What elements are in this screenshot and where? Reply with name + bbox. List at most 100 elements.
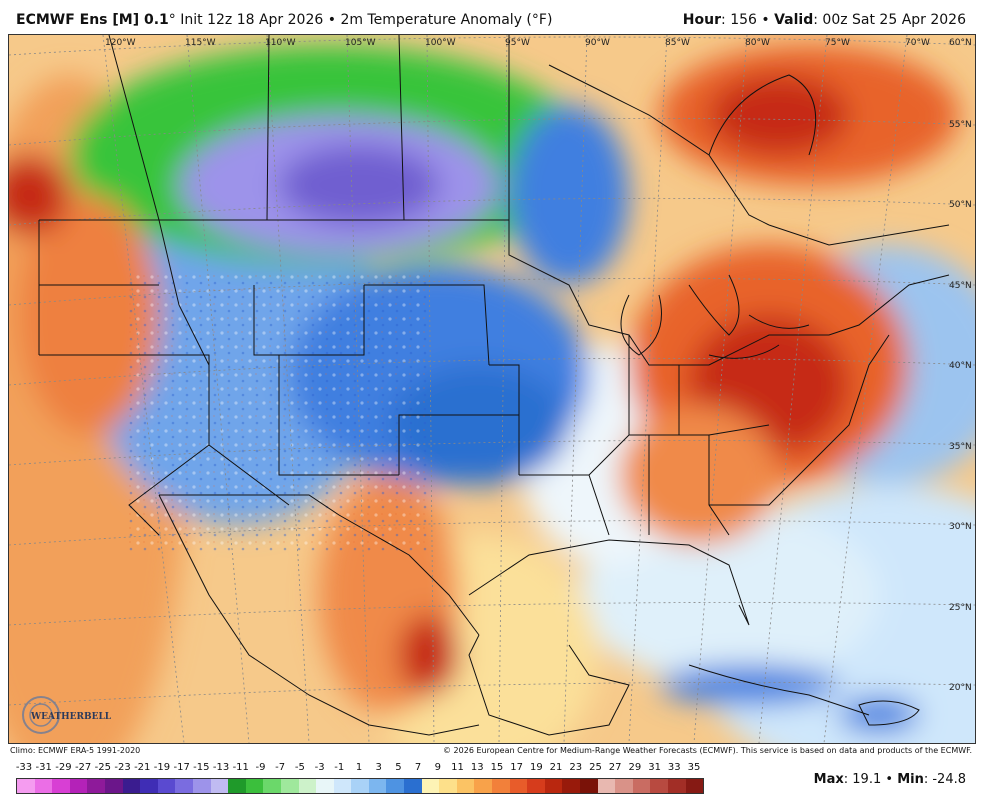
legend-tick: 29 (628, 762, 642, 773)
lon-label: 85°W (665, 38, 690, 48)
color-legend: -33 -31 -29 -27 -25 -23 -21 -19 -17 -15 -13 -11 -9 -7… (16, 762, 706, 794)
max-value: 19.1 (852, 772, 882, 787)
legend-swatch (104, 779, 123, 793)
legend-swatch (456, 779, 475, 793)
legend-tick: -5 (294, 762, 305, 773)
legend-swatch (333, 779, 352, 793)
legend-swatch (509, 779, 528, 793)
legend-swatch (597, 779, 616, 793)
legend-swatch (650, 779, 668, 793)
valid-info: Hour: 156 • Valid: 00z Sat 25 Apr 2026 (682, 12, 966, 28)
legend-swatch (580, 779, 598, 793)
lat-label: 55°N (949, 120, 972, 130)
min-label: Min (897, 772, 924, 787)
legend-tick: -17 (173, 762, 190, 773)
legend-tick: 33 (667, 762, 681, 773)
field-stats: Max: 19.1 • Min: -24.8 (813, 772, 966, 787)
max-label: Max (813, 772, 844, 787)
boundaries (38, 35, 950, 736)
legend-tick: 13 (470, 762, 484, 773)
hour-label: Hour (682, 12, 722, 28)
legend-swatch (544, 779, 563, 793)
lon-label: 90°W (585, 38, 610, 48)
legend-swatch (87, 779, 105, 793)
stats-sep: • (885, 772, 894, 787)
legend-tick: 15 (490, 762, 504, 773)
legend-swatch (615, 779, 633, 793)
legend-tick: -23 (114, 762, 131, 773)
latitude-labels: 60°N 55°N 50°N 45°N 40°N 35°N 30°N 25°N … (949, 38, 972, 693)
legend-swatch (404, 779, 422, 793)
legend-swatch (245, 779, 264, 793)
legend-swatch (386, 779, 405, 793)
legend-tick: 17 (510, 762, 524, 773)
variable-name: 2m Temperature Anomaly (°F) (340, 12, 553, 28)
lat-label: 50°N (949, 200, 972, 210)
legend-swatch (210, 779, 229, 793)
valid-label: Valid (774, 12, 814, 28)
legend-swatch (280, 779, 299, 793)
legend-tick-labels: -33 -31 -29 -27 -25 -23 -21 -19 -17 -15 -13 -11 -9 -7… (16, 762, 706, 776)
legend-swatch (140, 779, 158, 793)
legend-tick: 23 (569, 762, 583, 773)
lat-label: 20°N (949, 683, 972, 693)
legend-tick: 3 (375, 762, 382, 773)
legend-tick: 25 (589, 762, 602, 773)
legend-tick: 21 (549, 762, 563, 773)
degree-mark: ° (168, 12, 176, 28)
legend-tick: 7 (414, 762, 422, 773)
lon-label: 70°W (905, 38, 930, 48)
legend-tick: -25 (94, 762, 111, 773)
legend-swatch (474, 779, 493, 793)
legend-swatch (632, 779, 651, 793)
legend-swatch (69, 779, 88, 793)
legend-tick: -29 (55, 762, 72, 773)
legend-tick: 27 (608, 762, 622, 773)
legend-tick: -1 (334, 762, 345, 773)
climo-note: Climo: ECMWF ERA-5 1991-2020 (10, 746, 141, 755)
legend-swatch (351, 779, 369, 793)
legend-tick: -11 (232, 762, 249, 773)
legend-swatch (192, 779, 211, 793)
init-time: Init 12z 18 Apr 2026 (180, 12, 324, 28)
map-title: ECMWF Ens [M] 0.1° Init 12z 18 Apr 2026 … (16, 12, 552, 28)
bullet-sep-2: • (761, 12, 770, 28)
lon-label: 115°W (185, 38, 216, 48)
legend-swatch (228, 779, 246, 793)
legend-tick: 19 (529, 762, 543, 773)
lat-label: 45°N (949, 281, 972, 291)
longitude-labels: 120°W 115°W 110°W 105°W 100°W 95°W 90°W … (105, 38, 930, 48)
legend-tick: -9 (255, 762, 266, 773)
lat-label: 60°N (949, 38, 972, 48)
lat-label: 35°N (949, 442, 972, 452)
legend-swatch (157, 779, 176, 793)
legend-tick: 9 (434, 762, 441, 773)
temperature-anomaly-map[interactable]: 120°W 115°W 110°W 105°W 100°W 95°W 90°W … (8, 34, 976, 744)
map-canvas: 120°W 115°W 110°W 105°W 100°W 95°W 90°W … (9, 35, 975, 743)
legend-tick: 5 (395, 762, 402, 773)
legend-tick: -21 (134, 762, 151, 773)
legend-tick: -3 (314, 762, 325, 773)
legend-swatch (298, 779, 317, 793)
legend-swatch (439, 779, 457, 793)
lon-label: 110°W (265, 38, 296, 48)
legend-tick: -13 (212, 762, 230, 773)
legend-swatch (17, 779, 35, 793)
logo-text: WEATHERBELL (30, 712, 112, 722)
lat-label: 40°N (949, 361, 972, 371)
legend-tick: 1 (355, 762, 363, 773)
legend-tick: 35 (687, 762, 701, 773)
legend-swatch (562, 779, 580, 793)
graticule (9, 35, 975, 743)
legend-swatch (34, 779, 53, 793)
legend-swatch (263, 779, 281, 793)
legend-tick: -7 (275, 762, 286, 773)
lon-label: 100°W (425, 38, 456, 48)
lat-label: 30°N (949, 522, 972, 532)
legend-tick: -15 (193, 762, 210, 773)
valid-value: 00z Sat 25 Apr 2026 (822, 12, 966, 28)
legend-tick: -27 (74, 762, 92, 773)
legend-tick: 11 (451, 762, 464, 773)
legend-tick: 31 (648, 762, 661, 773)
legend-swatch (175, 779, 193, 793)
